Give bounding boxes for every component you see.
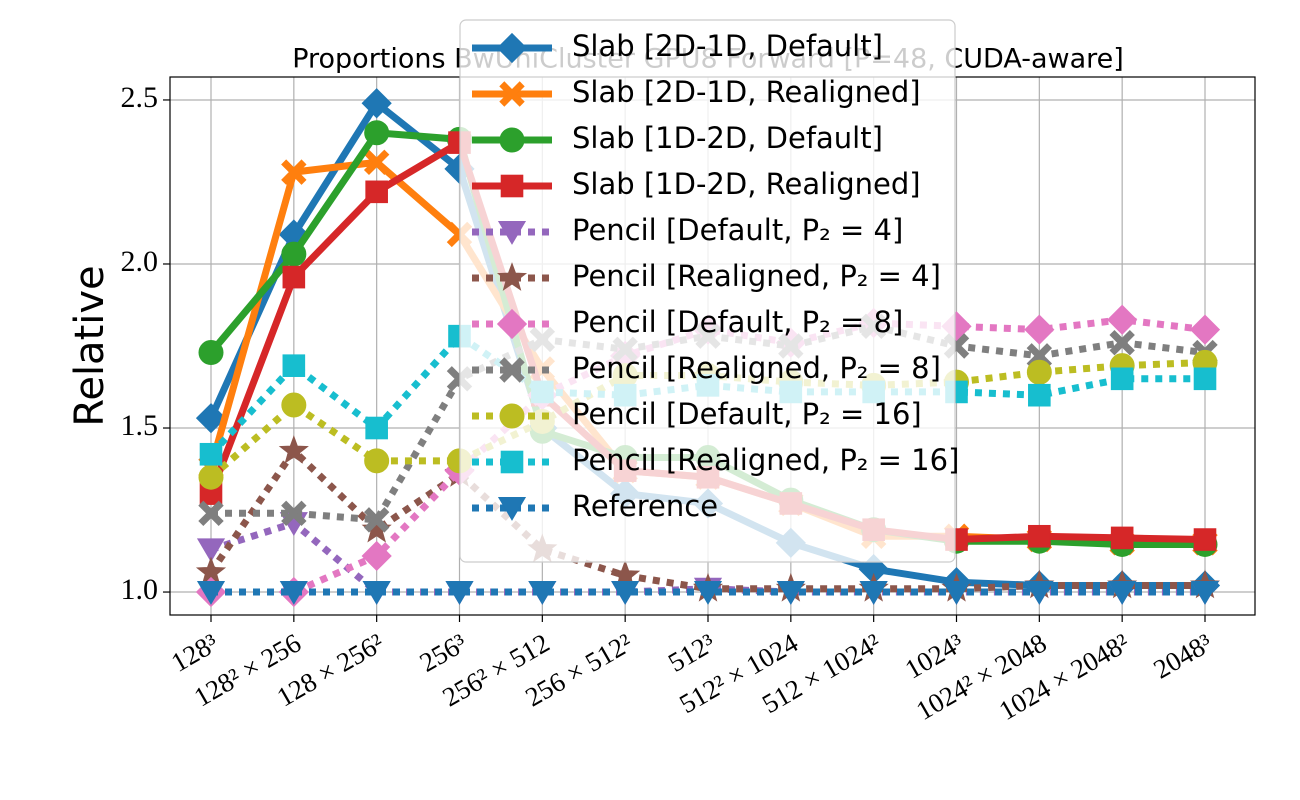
y-tick-label: 1.5	[121, 409, 159, 442]
marker	[1193, 367, 1217, 391]
marker	[496, 32, 528, 64]
legend-label: Pencil [Realigned, P₂ = 16]	[572, 443, 959, 477]
marker	[198, 500, 224, 527]
marker	[278, 435, 309, 464]
marker	[365, 416, 388, 440]
y-tick-label: 1.0	[121, 573, 159, 606]
legend-label: Pencil [Default, P₂ = 8]	[572, 305, 903, 339]
marker	[500, 450, 524, 474]
y-tick-label: 2.0	[121, 245, 159, 278]
marker	[361, 88, 392, 119]
marker	[611, 580, 640, 605]
marker	[362, 580, 391, 605]
marker	[1109, 330, 1135, 356]
x-tick-label: 2048³	[1148, 628, 1217, 685]
marker	[1190, 580, 1220, 605]
marker	[363, 507, 390, 533]
marker	[496, 262, 528, 291]
marker	[281, 500, 307, 527]
marker	[1024, 314, 1055, 345]
marker	[195, 403, 227, 434]
marker	[859, 580, 888, 605]
marker	[1189, 314, 1221, 345]
marker	[1110, 367, 1134, 391]
marker	[942, 580, 971, 605]
legend-box	[459, 19, 956, 563]
marker	[281, 241, 307, 267]
marker	[196, 538, 226, 563]
marker	[199, 442, 223, 466]
marker	[364, 448, 390, 474]
marker	[196, 580, 226, 605]
marker	[198, 340, 224, 366]
marker	[1028, 524, 1051, 548]
marker	[281, 392, 307, 418]
marker	[499, 81, 525, 107]
marker	[282, 265, 306, 289]
y-axis-label: Relative	[67, 265, 113, 426]
legend-label: Reference	[572, 489, 718, 523]
marker	[1025, 580, 1054, 605]
legend-label: Slab [1D-2D, Default]	[572, 121, 883, 155]
marker	[198, 464, 224, 490]
y-tick-label: 2.5	[121, 81, 159, 114]
marker	[499, 403, 525, 429]
legend-label: Pencil [Default, P₂ = 16]	[572, 397, 922, 431]
marker	[496, 308, 528, 340]
marker	[363, 149, 390, 175]
marker	[361, 513, 392, 543]
marker	[500, 174, 524, 198]
marker	[499, 357, 525, 383]
marker	[364, 120, 390, 146]
marker	[497, 496, 527, 521]
marker	[279, 580, 308, 605]
legend-label: Slab [2D-1D, Realigned]	[572, 75, 921, 109]
marker	[1028, 383, 1051, 407]
marker	[1108, 580, 1137, 605]
marker	[693, 580, 723, 605]
legend-label: Slab [1D-2D, Realigned]	[572, 167, 921, 201]
x-tick-label: 256³	[415, 628, 472, 678]
legend-label: Pencil [Realigned, P₂ = 4]	[572, 259, 941, 293]
marker	[365, 180, 388, 204]
marker	[499, 127, 525, 153]
marker	[497, 220, 527, 245]
marker	[445, 580, 474, 605]
legend-label: Slab [2D-1D, Default]	[572, 29, 883, 63]
legend-label: Pencil [Default, P₂ = 4]	[572, 213, 903, 247]
x-tick-label: 128³	[166, 628, 223, 678]
marker	[1110, 526, 1134, 550]
x-tick-label: 512³	[663, 628, 720, 678]
marker	[282, 354, 306, 377]
marker	[776, 580, 805, 605]
marker	[1193, 528, 1217, 551]
marker	[361, 540, 392, 572]
marker	[281, 159, 307, 185]
marker	[1026, 359, 1052, 385]
marker	[528, 580, 557, 605]
marker	[1107, 304, 1138, 335]
legend-label: Pencil [Realigned, P₂ = 8]	[572, 351, 941, 385]
